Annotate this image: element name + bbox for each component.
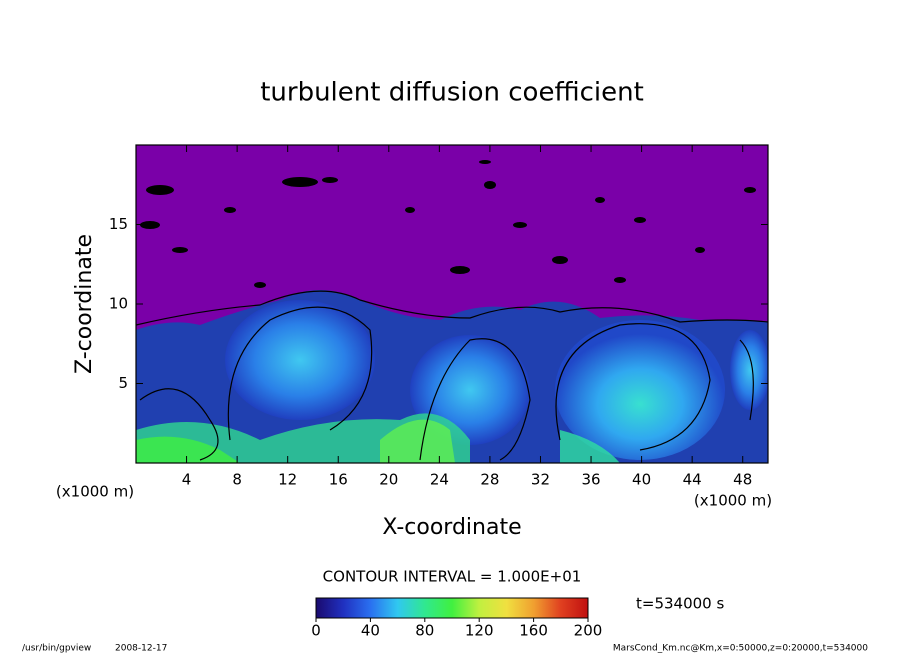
colorbar: [315, 597, 589, 619]
x-tick-label: 16: [329, 471, 348, 489]
y-axis-label: Z-coordinate: [72, 234, 97, 374]
x-tick-label: 24: [430, 471, 449, 489]
x-tick-label: 8: [232, 471, 242, 489]
time-label: t=534000 s: [636, 595, 724, 613]
footer-date: 2008-12-17: [115, 644, 167, 654]
colorbar-tick-label: 200: [574, 622, 603, 640]
x-unit-label: (x1000 m): [694, 492, 772, 510]
x-unit-label: (x1000 m): [56, 483, 134, 501]
x-tick-label: 36: [581, 471, 600, 489]
y-tick-label: 10: [109, 295, 128, 313]
footer-program: /usr/bin/gpview: [22, 644, 91, 654]
colorbar-tick-label: 160: [519, 622, 548, 640]
x-axis-label: X-coordinate: [382, 515, 521, 540]
x-tick-label: 40: [632, 471, 651, 489]
x-tick-label: 28: [480, 471, 499, 489]
chart-title: turbulent diffusion coefficient: [260, 78, 644, 108]
x-tick-label: 44: [683, 471, 702, 489]
x-tick-label: 20: [379, 471, 398, 489]
x-tick-label: 32: [531, 471, 550, 489]
contour-field: [136, 145, 768, 463]
x-tick-label: 4: [182, 471, 192, 489]
footer-source: MarsCond_Km.nc@Km,x=0:50000,z=0:20000,t=…: [613, 644, 868, 654]
x-tick-label: 12: [278, 471, 297, 489]
colorbar-tick-label: 120: [465, 622, 494, 640]
colorbar-tick-label: 0: [311, 622, 321, 640]
contour-interval: CONTOUR INTERVAL = 1.000E+01: [323, 568, 582, 586]
colorbar-tick-label: 80: [415, 622, 434, 640]
y-tick-label: 15: [109, 215, 128, 233]
y-tick-label: 5: [118, 374, 128, 392]
colorbar-tick-label: 40: [361, 622, 380, 640]
x-tick-label: 48: [733, 471, 752, 489]
